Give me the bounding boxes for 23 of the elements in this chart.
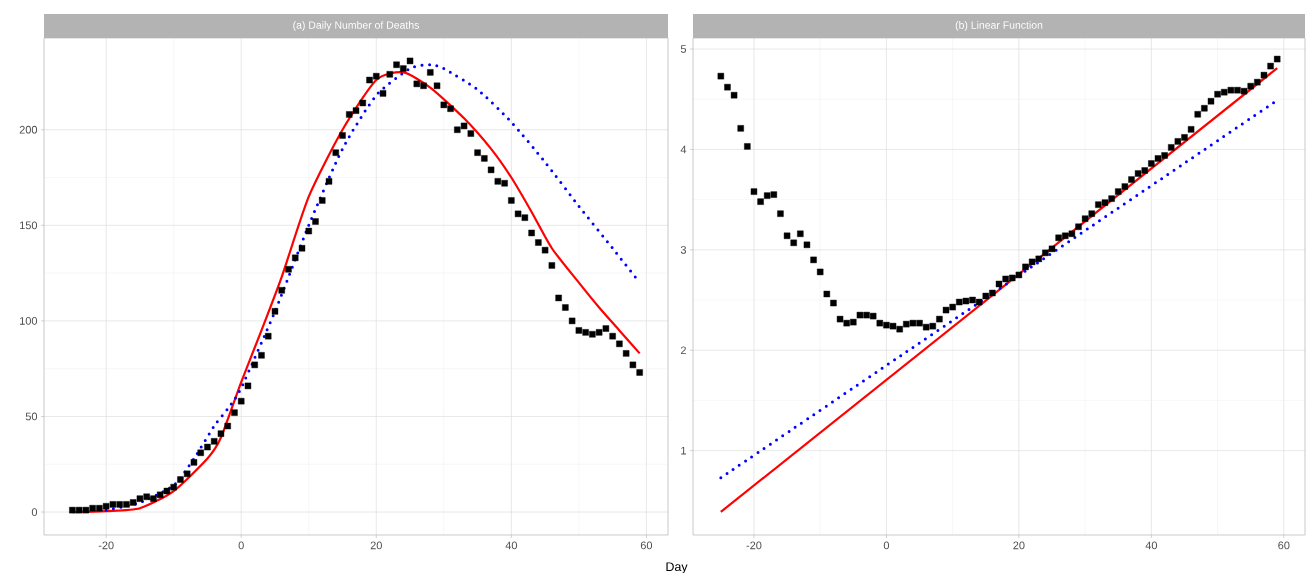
x-tick-label: 0 bbox=[238, 541, 244, 550]
y-tick-label: 0 bbox=[31, 508, 38, 516]
y-tick-label: 5 bbox=[680, 45, 687, 53]
x-axis-title: Day bbox=[666, 562, 688, 573]
y-tick-label: 150 bbox=[20, 221, 38, 230]
x-tick-label: 20 bbox=[1013, 541, 1025, 550]
y-tick-label: 50 bbox=[25, 412, 38, 421]
x-tick-label: 60 bbox=[640, 541, 653, 550]
x-tick-label: -20 bbox=[98, 541, 114, 550]
chart-title: (a) Daily Number of Deaths bbox=[293, 21, 419, 31]
x-tick-label: 0 bbox=[883, 541, 890, 550]
y-tick-label: 1 bbox=[681, 446, 686, 455]
y-tick-label: 200 bbox=[19, 125, 38, 134]
chart-title: (b) Linear Function bbox=[955, 21, 1043, 31]
x-tick-label: -20 bbox=[746, 541, 762, 550]
x-tick-label: 40 bbox=[1145, 541, 1158, 550]
x-tick-label: 40 bbox=[505, 541, 517, 550]
x-tick-label: 60 bbox=[1278, 541, 1290, 550]
y-tick-label: 100 bbox=[20, 317, 38, 325]
y-tick-label: 2 bbox=[680, 346, 686, 355]
x-tick-label: 20 bbox=[370, 541, 382, 550]
y-tick-label: 3 bbox=[680, 245, 687, 254]
y-tick-label: 4 bbox=[680, 145, 687, 154]
